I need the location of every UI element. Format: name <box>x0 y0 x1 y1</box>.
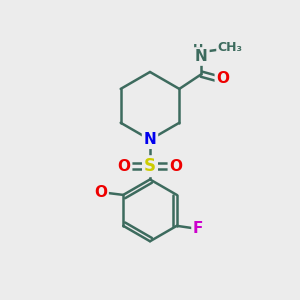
Text: O: O <box>216 71 230 86</box>
Text: N: N <box>195 49 208 64</box>
Text: H: H <box>193 43 203 56</box>
Text: S: S <box>144 157 156 175</box>
Text: N: N <box>144 132 156 147</box>
Text: O: O <box>94 185 107 200</box>
Text: O: O <box>169 159 182 174</box>
Text: O: O <box>118 159 130 174</box>
Text: CH₃: CH₃ <box>218 41 243 54</box>
Text: F: F <box>193 221 203 236</box>
